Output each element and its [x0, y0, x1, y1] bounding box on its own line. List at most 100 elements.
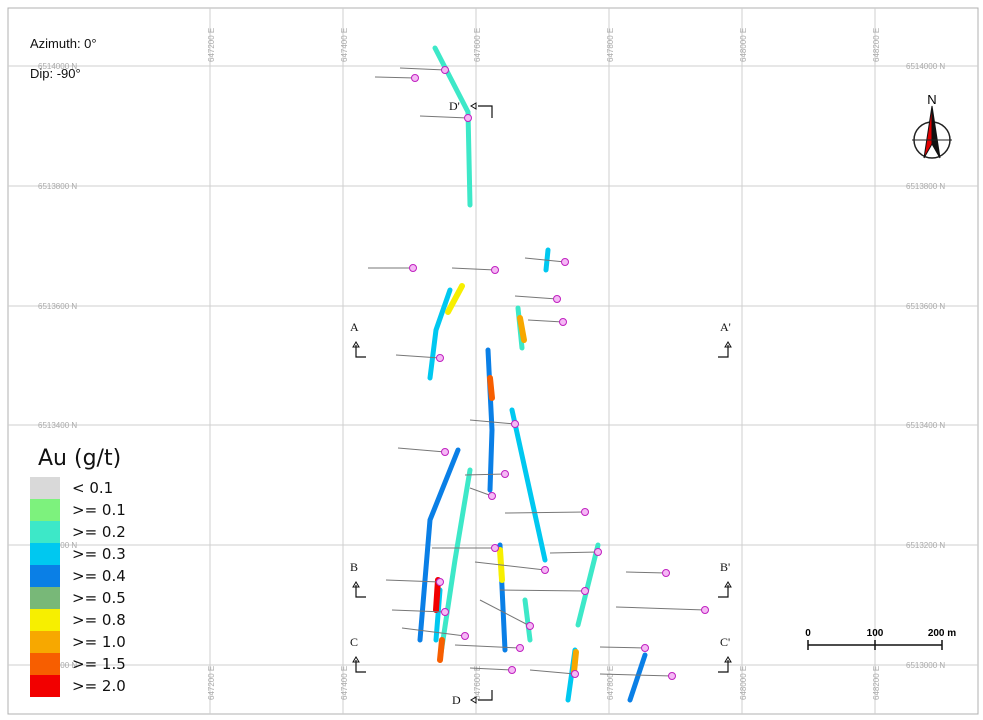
- legend-swatch: [30, 565, 60, 587]
- northing-label-left: 6513800 N: [38, 182, 77, 191]
- collar-leader: [625, 571, 667, 574]
- legend-item: >= 2.0: [30, 675, 190, 697]
- legend-item: >= 0.2: [30, 521, 190, 543]
- northing-label-right: 6513600 N: [906, 302, 945, 311]
- scale-label-0: 0: [805, 628, 811, 639]
- section-label-start: C: [350, 635, 358, 649]
- drillhole-collar: [488, 492, 496, 500]
- section-label-start: A: [350, 320, 359, 334]
- legend-swatch: [30, 609, 60, 631]
- easting-label-bottom: 647800 E: [606, 666, 615, 700]
- collar-leader: [524, 257, 566, 263]
- drillhole-trace: [627, 652, 648, 703]
- legend-item: >= 0.3: [30, 543, 190, 565]
- collar-leader: [391, 609, 446, 613]
- azimuth-label: Azimuth: 0°: [30, 36, 97, 51]
- legend-label: >= 0.5: [72, 589, 126, 607]
- section-marker-end-arrow: [724, 341, 732, 348]
- legend-title: Au (g/t): [38, 446, 122, 471]
- easting-label-top: 647200 E: [207, 28, 216, 62]
- drillhole-trace: [417, 447, 461, 643]
- drillhole-collar: [553, 295, 561, 303]
- easting-label-bottom: 648200 E: [872, 666, 881, 700]
- section-marker-end: [718, 585, 729, 598]
- scale-bar: 0 100 200 m: [805, 628, 956, 650]
- section-marker-start: [355, 660, 366, 673]
- drillhole-collar: [491, 266, 499, 274]
- north-arrow-label: N: [927, 92, 936, 107]
- section-lines: A A' B B' C C' D' D: [350, 99, 732, 707]
- high-grade-interval: [487, 375, 495, 401]
- collar-leader: [397, 447, 446, 453]
- collar-leader: [451, 267, 496, 271]
- collar-leader: [527, 319, 564, 323]
- drillhole-collar: [511, 420, 519, 428]
- collar-leader: [419, 115, 469, 119]
- legend-item: >= 0.4: [30, 565, 190, 587]
- collar-leader: [549, 551, 599, 554]
- easting-label-bottom: 647200 E: [207, 666, 216, 700]
- northing-label-left: 6513600 N: [38, 302, 77, 311]
- collar-leader: [499, 589, 586, 592]
- drillhole-collar: [501, 470, 509, 478]
- easting-label-top: 647800 E: [606, 28, 615, 62]
- drillhole-collar: [662, 569, 670, 577]
- section-label-end: A': [720, 320, 731, 334]
- drillhole-collar: [411, 74, 419, 82]
- collar-leader: [454, 644, 521, 649]
- northing-label-left: 6514000 N: [38, 62, 77, 71]
- collar-leader: [599, 673, 673, 677]
- drillhole-collar: [491, 544, 499, 552]
- section-marker-end: [718, 345, 729, 358]
- easting-label-top: 648000 E: [739, 28, 748, 62]
- legend-item: >= 1.0: [30, 631, 190, 653]
- legend-swatch: [30, 521, 60, 543]
- drillhole-collar: [581, 508, 589, 516]
- section-label-start: D: [452, 693, 461, 707]
- legend-swatch: [30, 477, 60, 499]
- section-marker-end-arrow: [724, 656, 732, 663]
- collar-leader: [374, 76, 416, 79]
- drillhole-collar: [594, 548, 602, 556]
- drillhole-collar: [409, 264, 417, 272]
- collar-leader: [479, 599, 531, 627]
- north-arrow-icon: N: [912, 92, 952, 159]
- high-grade-interval: [445, 283, 465, 315]
- collar-leader: [469, 419, 516, 425]
- high-grade-interval: [571, 649, 579, 675]
- section-marker-end-arrow: [470, 102, 477, 110]
- legend-item: >= 0.8: [30, 609, 190, 631]
- easting-label-top: 647600 E: [473, 28, 482, 62]
- drillhole-trace: [522, 597, 533, 643]
- drillhole-collar: [561, 258, 569, 266]
- drillhole-collar: [641, 644, 649, 652]
- legend-item: < 0.1: [30, 477, 190, 499]
- legend-swatch: [30, 675, 60, 697]
- legend-label: >= 1.5: [72, 655, 126, 673]
- northing-label-left: 6513400 N: [38, 421, 77, 430]
- section-marker-start-arrow: [470, 696, 477, 704]
- scale-label-100: 100: [867, 628, 884, 639]
- legend-item: >= 0.1: [30, 499, 190, 521]
- drillhole-trace: [509, 407, 548, 563]
- collar-leader: [399, 67, 446, 71]
- drillhole-collar: [464, 114, 472, 122]
- high-grade-interval: [437, 637, 445, 663]
- section-label-end: B': [720, 560, 730, 574]
- legend-label: >= 0.2: [72, 523, 126, 541]
- section-marker-start-arrow: [352, 656, 360, 663]
- drillhole-collar: [701, 606, 709, 614]
- section-label-start: B: [350, 560, 358, 574]
- drillhole-collar: [668, 672, 676, 680]
- legend-label: >= 2.0: [72, 677, 126, 695]
- section-marker-start: [478, 690, 493, 701]
- drillhole-collar: [436, 354, 444, 362]
- legend-label: >= 1.0: [72, 633, 126, 651]
- drillhole-collars: [368, 66, 709, 680]
- map-frame: [7, 7, 979, 715]
- section-marker-start-arrow: [352, 581, 360, 588]
- section-marker-start: [355, 585, 366, 598]
- section-marker-end: [718, 660, 729, 673]
- legend-swatch: [30, 587, 60, 609]
